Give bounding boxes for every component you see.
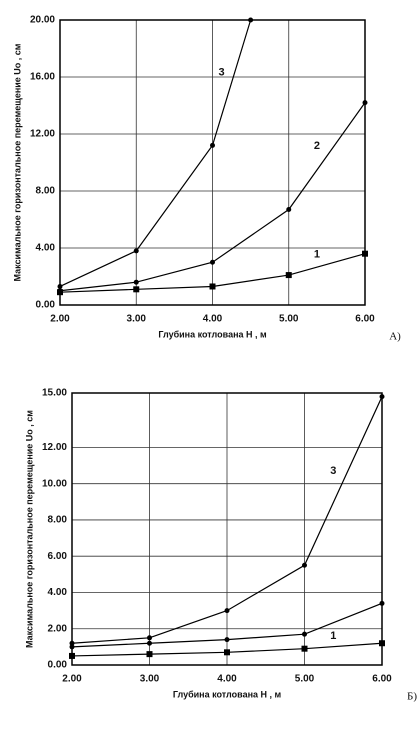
marker (133, 286, 140, 293)
y-tick-label: 12.00 (42, 442, 67, 453)
marker (224, 649, 230, 656)
y-tick-label: 8.00 (48, 515, 68, 526)
marker (301, 645, 308, 652)
series-label: 2 (314, 140, 320, 152)
y-tick-label: 16.00 (30, 72, 55, 83)
marker (133, 279, 139, 285)
marker (248, 17, 254, 23)
y-tick-label: 12.00 (30, 129, 55, 140)
x-axis-label: Глубина котлована H , м (173, 689, 282, 699)
x-tick-label: 6.00 (355, 314, 375, 325)
marker (210, 142, 215, 148)
panel-label: Б) (407, 691, 417, 703)
y-tick-label: 2.00 (48, 623, 68, 634)
y-axis-label: Максимальное горизонтальное перемещение … (24, 410, 34, 648)
x-tick-label: 6.00 (372, 674, 392, 685)
x-tick-label: 2.00 (50, 314, 70, 325)
x-tick-label: 5.00 (279, 314, 299, 325)
x-tick-label: 2.00 (62, 674, 82, 685)
marker (209, 283, 216, 290)
y-tick-label: 10.00 (42, 478, 67, 489)
y-tick-label: 0.00 (48, 660, 68, 671)
marker (362, 100, 368, 106)
marker (57, 283, 63, 289)
marker (147, 635, 152, 641)
y-tick-label: 15.00 (42, 388, 67, 399)
marker (69, 652, 75, 659)
marker (379, 640, 385, 647)
marker (224, 608, 230, 614)
marker (379, 394, 385, 400)
marker (379, 600, 385, 606)
marker (57, 288, 63, 294)
series-label: 3 (219, 67, 225, 79)
series-line (59, 19, 252, 288)
x-tick-label: 3.00 (127, 314, 147, 325)
marker (302, 562, 307, 568)
x-axis-label: Глубина котлована H , м (158, 329, 267, 339)
marker (69, 644, 75, 650)
marker (362, 250, 368, 257)
x-tick-label: 5.00 (295, 674, 315, 685)
series-label: 1 (314, 248, 320, 260)
series-label: 3 (330, 465, 336, 477)
marker (302, 631, 307, 637)
marker (224, 637, 230, 643)
series-label: 1 (330, 630, 336, 642)
marker (147, 640, 152, 646)
x-tick-label: 3.00 (140, 674, 160, 685)
marker (69, 640, 75, 646)
marker (286, 207, 292, 213)
y-axis-label: Максимальное горизонтальное перемещение … (12, 43, 22, 281)
marker (133, 248, 139, 254)
plot-frame (71, 392, 383, 666)
y-tick-label: 6.00 (48, 551, 68, 562)
marker (210, 259, 215, 265)
marker (285, 272, 292, 279)
y-tick-label: 4.00 (48, 587, 68, 598)
y-tick-label: 8.00 (36, 186, 56, 197)
y-tick-label: 20.00 (30, 15, 55, 26)
y-tick-label: 0.00 (36, 300, 56, 311)
y-tick-label: 4.00 (36, 243, 56, 254)
marker (146, 651, 153, 658)
plot-frame (59, 19, 366, 306)
panel-label: А) (389, 331, 401, 343)
x-tick-label: 4.00 (217, 674, 237, 685)
x-tick-label: 4.00 (203, 314, 223, 325)
